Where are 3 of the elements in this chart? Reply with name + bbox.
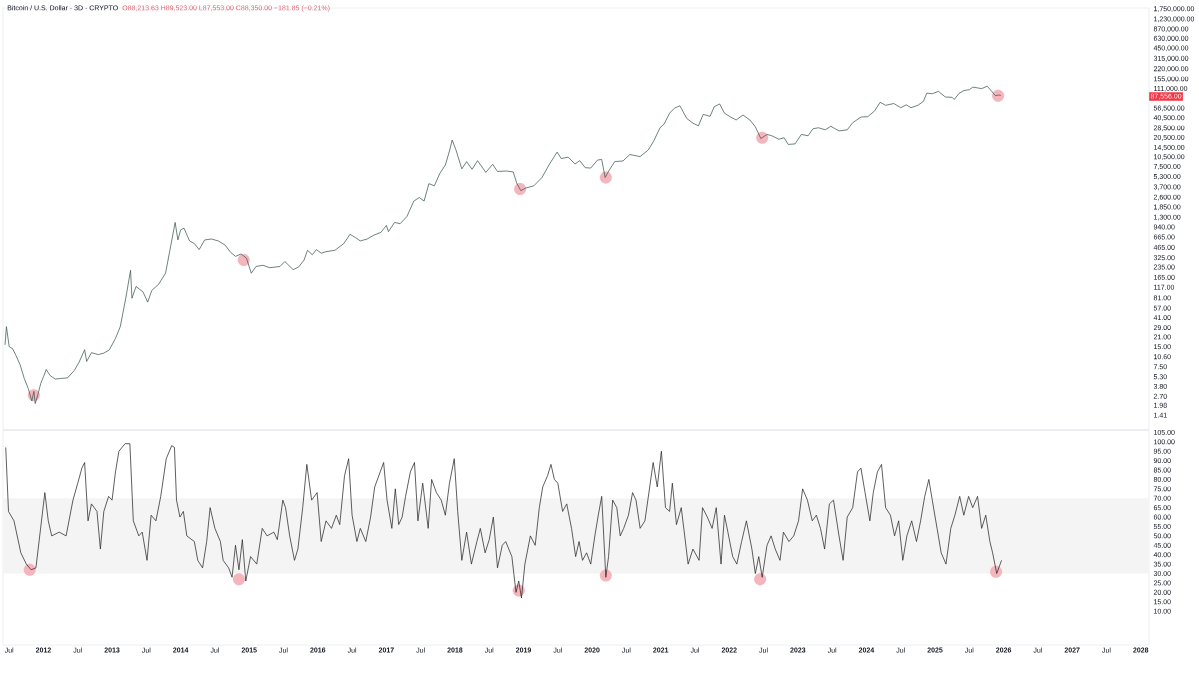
line-series (5, 443, 1002, 599)
point (232, 573, 245, 586)
point (754, 573, 767, 586)
